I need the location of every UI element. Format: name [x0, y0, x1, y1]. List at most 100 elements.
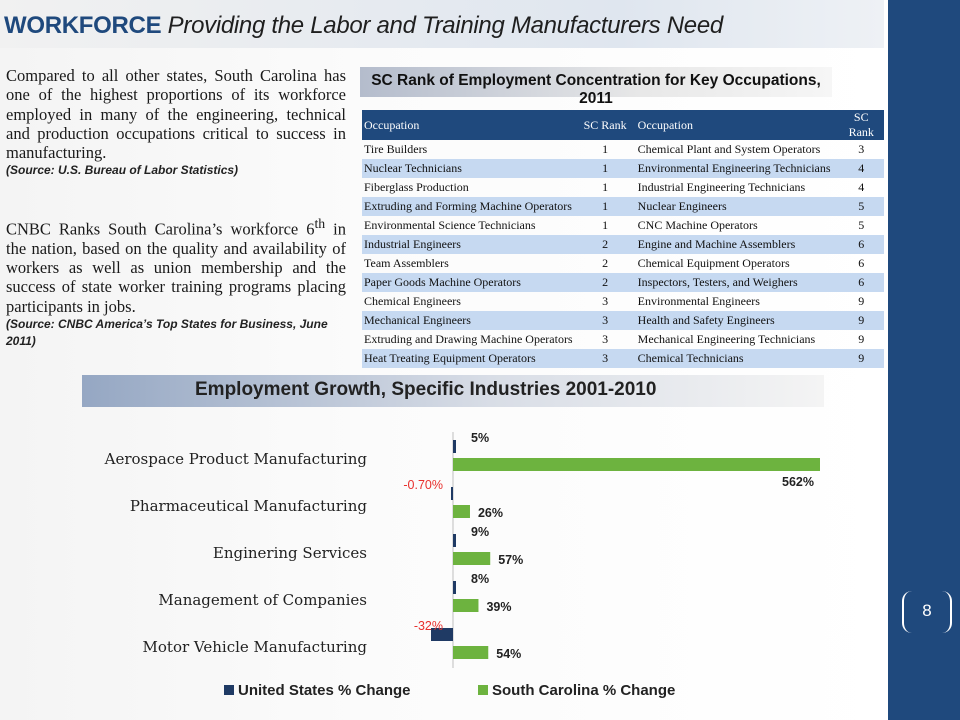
page-number: 8 — [922, 601, 932, 620]
occupation-cell: Extruding and Drawing Machine Operators — [364, 332, 573, 346]
occupation-cell: Environmental Science Technicians — [364, 218, 536, 232]
rank-cell: 3 — [574, 311, 636, 330]
rank-cell: 9 — [838, 349, 884, 368]
table-row: Environmental Science Technicians 1 CNC Ma… — [362, 216, 884, 235]
table-header-row: Occupation SC Rank Occupation SC Rank — [362, 110, 884, 140]
rank-cell: 6 — [838, 235, 884, 254]
chart-title: Employment Growth, Specific Industries 2… — [195, 379, 657, 400]
table-title: SC Rank of Employment Concentration for … — [371, 72, 821, 107]
data-label-us: -32% — [414, 619, 443, 633]
occupation-cell: Engine and Machine Assemblers — [635, 235, 839, 254]
occupation-cell: Mechanical Engineering Technicians — [637, 332, 816, 346]
chart-title-bar: Employment Growth, Specific Industries 2… — [82, 375, 824, 407]
bar-us — [451, 487, 453, 500]
occupation-cell: Inspectors, Testers, and Weighers — [635, 273, 839, 292]
table-row: Extruding and Forming Machine Operators 1… — [362, 197, 884, 216]
data-label-sc: 57% — [498, 553, 523, 567]
occupation-cell: Paper Goods Machine Operators — [362, 273, 575, 292]
table-row: Industrial Engineers 2 Engine and Machine … — [362, 235, 884, 254]
data-label-us: -0.70% — [403, 478, 443, 492]
source-note: (Source: U.S. Bureau of Labor Statistics… — [6, 163, 239, 178]
rank-cell: 4 — [838, 159, 884, 178]
bar-sc — [453, 458, 820, 471]
table-row: Mechanical Engineers 3 Health and Safety E… — [362, 311, 884, 330]
rank-cell: 1 — [602, 180, 609, 194]
category-label: Pharmaceutical Manufacturing — [130, 497, 368, 515]
rank-cell: 9 — [838, 311, 884, 330]
occupation-cell: Chemical Plant and System Operators — [637, 142, 821, 156]
table-row: Nuclear Technicians 1 Environmental Engine… — [362, 159, 884, 178]
column-header: Occupation — [635, 110, 839, 140]
column-header: Occupation — [362, 110, 575, 140]
employment-growth-chart: Aerospace Product Manufacturing 5% 562% Pha… — [104, 431, 820, 699]
rank-cell: 4 — [858, 180, 865, 194]
legend-label-us: United States % Change — [238, 682, 411, 699]
slide-title: WORKFORCE Providing the Labor and Traini… — [4, 12, 723, 40]
rank-cell: 5 — [858, 218, 865, 232]
rank-cell: 3 — [602, 294, 609, 308]
table-row: Paper Goods Machine Operators 2 Inspectors… — [362, 273, 884, 292]
ordinal-suffix: th — [314, 216, 326, 231]
bar-sc — [453, 646, 489, 659]
source-note: (Source: CNBC America’s Top States for B… — [6, 316, 328, 348]
slide-header: WORKFORCE Providing the Labor and Traini… — [0, 0, 884, 48]
occupation-cell: Heat Treating Equipment Operators — [362, 349, 575, 368]
occupation-cell: Environmental Engineers — [637, 294, 760, 308]
data-label-sc: 26% — [478, 506, 503, 520]
rank-cell: 2 — [574, 273, 636, 292]
occupation-cell: Chemical Engineers — [364, 294, 461, 308]
rank-cell: 1 — [574, 197, 636, 216]
table-row: Team Assemblers 2 Chemical Equipment Opera… — [362, 254, 884, 273]
occupation-cell: Team Assemblers — [364, 256, 449, 270]
category-label: Enginering Services — [213, 544, 367, 562]
rank-cell: 3 — [574, 349, 636, 368]
occupation-cell: Chemical Technicians — [635, 349, 839, 368]
bar-us — [453, 440, 456, 453]
rank-cell: 3 — [602, 332, 609, 346]
rank-cell: 2 — [574, 235, 636, 254]
data-label-sc: 562% — [782, 475, 814, 489]
table-title-bar: SC Rank of Employment Concentration for … — [360, 67, 832, 107]
occupation-cell: Chemical Equipment Operators — [637, 256, 790, 270]
rank-cell: 1 — [574, 159, 636, 178]
legend-swatch-sc — [478, 685, 488, 695]
occupation-cell: Industrial Engineers — [362, 235, 575, 254]
rank-cell: 5 — [838, 197, 884, 216]
rank-cell: 1 — [602, 218, 609, 232]
category-label: Motor Vehicle Manufacturing — [143, 638, 368, 656]
column-header: SC Rank — [574, 110, 636, 140]
occupation-cell: Mechanical Engineers — [362, 311, 575, 330]
data-label-us: 8% — [471, 572, 489, 586]
bar-us — [453, 534, 456, 547]
bar-sc — [453, 599, 479, 612]
rank-cell: 2 — [602, 256, 609, 270]
bar-sc — [453, 505, 470, 518]
rank-cell: 6 — [838, 273, 884, 292]
paragraph-text: in the nation, based on the quality and … — [6, 219, 347, 316]
occupation-cell: Nuclear Engineers — [635, 197, 839, 216]
table-row: Tire Builders 1 Chemical Plant and System … — [362, 140, 884, 159]
legend-swatch-us — [224, 685, 234, 695]
paragraph-text: Compared to all other states, South Caro… — [6, 66, 346, 163]
occupation-cell: Tire Builders — [364, 142, 428, 156]
title-italic: Providing the Labor and Training Manufac… — [167, 12, 724, 39]
table-row: Fiberglass Production 1 Industrial Enginee… — [362, 178, 884, 197]
occupation-cell: Extruding and Forming Machine Operators — [362, 197, 575, 216]
table-row: Chemical Engineers 3 Environmental Enginee… — [362, 292, 884, 311]
occupation-cell: Fiberglass Production — [364, 180, 469, 194]
data-label-us: 9% — [471, 525, 489, 539]
paragraph-text: CNBC Ranks South Carolina’s workforce 6 — [6, 219, 315, 239]
occupation-cell: Nuclear Technicians — [362, 159, 575, 178]
bar-us — [431, 628, 453, 641]
rank-cell: 3 — [858, 142, 865, 156]
table-row: Extruding and Drawing Machine Operators 3… — [362, 330, 884, 349]
rank-cell: 1 — [602, 142, 609, 156]
bar-sc — [453, 552, 491, 565]
bar-us — [453, 581, 456, 594]
occupation-cell: CNC Machine Operators — [637, 218, 758, 232]
column-header: SC Rank — [838, 110, 884, 140]
title-bold: WORKFORCE — [4, 12, 162, 39]
category-label: Aerospace Product Manufacturing — [104, 450, 368, 468]
data-label-us: 5% — [471, 431, 489, 445]
occupation-rank-table: Occupation SC Rank Occupation SC Rank Ti… — [362, 110, 884, 368]
